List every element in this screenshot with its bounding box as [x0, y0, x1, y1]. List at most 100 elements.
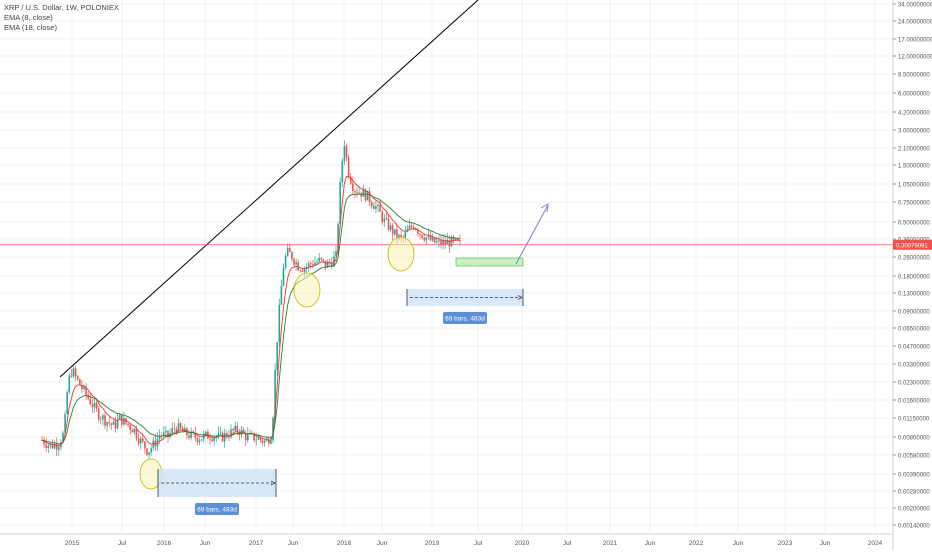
- date-range-1: 69 bars, 483d: [157, 469, 277, 515]
- candle-body: [53, 444, 56, 449]
- candle-body: [190, 431, 192, 439]
- candle-body: [295, 262, 297, 265]
- x-tick-label: 2019: [425, 540, 440, 547]
- candle: [70, 368, 73, 378]
- y-tick-label: 0.04700000: [898, 345, 930, 351]
- candle-body: [459, 240, 461, 242]
- x-tick-label: 2015: [65, 540, 80, 547]
- candle: [349, 173, 352, 185]
- candle-body: [198, 440, 201, 443]
- candle-body: [242, 429, 245, 434]
- candle-body: [276, 342, 278, 371]
- candle-body: [148, 452, 150, 455]
- candle: [66, 389, 68, 415]
- candle: [144, 441, 146, 455]
- y-tick-label: 0.26000000: [898, 256, 930, 262]
- candle-body: [400, 234, 402, 238]
- x-tick-label: 2018: [337, 540, 352, 547]
- x-tick-label: Jun: [733, 540, 744, 547]
- ema-8-legend: EMA (8, close): [4, 13, 53, 22]
- candle-body: [412, 226, 415, 229]
- candle-body: [322, 259, 325, 261]
- current-price-label: 0.30079091: [896, 243, 928, 249]
- candle-body: [127, 423, 129, 426]
- candle: [238, 428, 241, 441]
- candle-body: [194, 432, 197, 438]
- y-tick-label: 0.00140000: [898, 524, 930, 530]
- candle-body: [379, 204, 381, 212]
- candle-body: [200, 439, 203, 441]
- candle: [97, 405, 100, 422]
- candle: [146, 448, 148, 457]
- candle: [148, 452, 150, 459]
- candle: [391, 222, 394, 241]
- candle: [295, 258, 297, 271]
- candle-body: [106, 422, 108, 426]
- candle: [223, 428, 226, 448]
- candle-body: [150, 448, 152, 453]
- candle: [370, 200, 373, 209]
- candle: [181, 425, 184, 432]
- candle: [79, 378, 81, 386]
- x-tick-label: 2024: [868, 540, 883, 547]
- candle-body: [362, 189, 365, 197]
- candle-body: [417, 229, 419, 234]
- candle-body: [436, 241, 438, 243]
- candle-body: [289, 248, 291, 253]
- candle: [272, 415, 274, 444]
- candle-body: [97, 408, 100, 420]
- candle: [230, 424, 232, 439]
- candle-body: [110, 423, 113, 425]
- candle: [417, 227, 419, 237]
- candle-body: [85, 386, 87, 395]
- candle-body: [358, 192, 360, 194]
- candle-body: [66, 392, 68, 414]
- candle-body: [383, 218, 386, 222]
- candle-body: [177, 423, 180, 432]
- y-tick-label: 0.06500000: [898, 327, 930, 333]
- x-tick-label: Jul: [563, 540, 572, 547]
- candle: [297, 259, 299, 271]
- ema-18-legend: EMA (18, close): [4, 23, 57, 32]
- candle: [345, 143, 348, 162]
- candle-body: [314, 262, 316, 266]
- candle-body: [188, 435, 190, 439]
- candle: [314, 256, 316, 267]
- candle-body: [349, 176, 352, 184]
- candle-body: [381, 211, 383, 222]
- candle: [137, 432, 140, 447]
- candle: [116, 413, 119, 430]
- candle-body: [45, 444, 47, 449]
- candle: [76, 374, 79, 381]
- candle: [139, 435, 142, 450]
- y-tick-label: 0.00580000: [898, 454, 930, 460]
- candle-body: [76, 375, 79, 380]
- candle-body: [58, 447, 60, 450]
- candle: [373, 202, 375, 210]
- candle-body: [316, 261, 318, 263]
- candle-body: [429, 235, 432, 241]
- y-tick-label: 4.20000000: [898, 111, 930, 117]
- candle-body: [373, 205, 375, 209]
- candle-body: [352, 183, 354, 192]
- candle-body: [104, 415, 106, 426]
- candle-body: [339, 182, 341, 225]
- candle-body: [419, 233, 421, 235]
- candle-body: [171, 428, 173, 434]
- candle-body: [354, 191, 356, 193]
- candle: [150, 445, 152, 456]
- candle-body: [450, 236, 453, 247]
- candle: [123, 411, 125, 426]
- candle: [312, 259, 314, 269]
- candle: [226, 430, 228, 439]
- candle-body: [87, 394, 89, 399]
- candle: [169, 428, 171, 440]
- candle: [356, 187, 358, 198]
- candle: [293, 257, 295, 268]
- candle: [93, 396, 96, 413]
- candle-body: [368, 191, 371, 203]
- candle-body: [49, 444, 52, 446]
- candle: [53, 440, 56, 450]
